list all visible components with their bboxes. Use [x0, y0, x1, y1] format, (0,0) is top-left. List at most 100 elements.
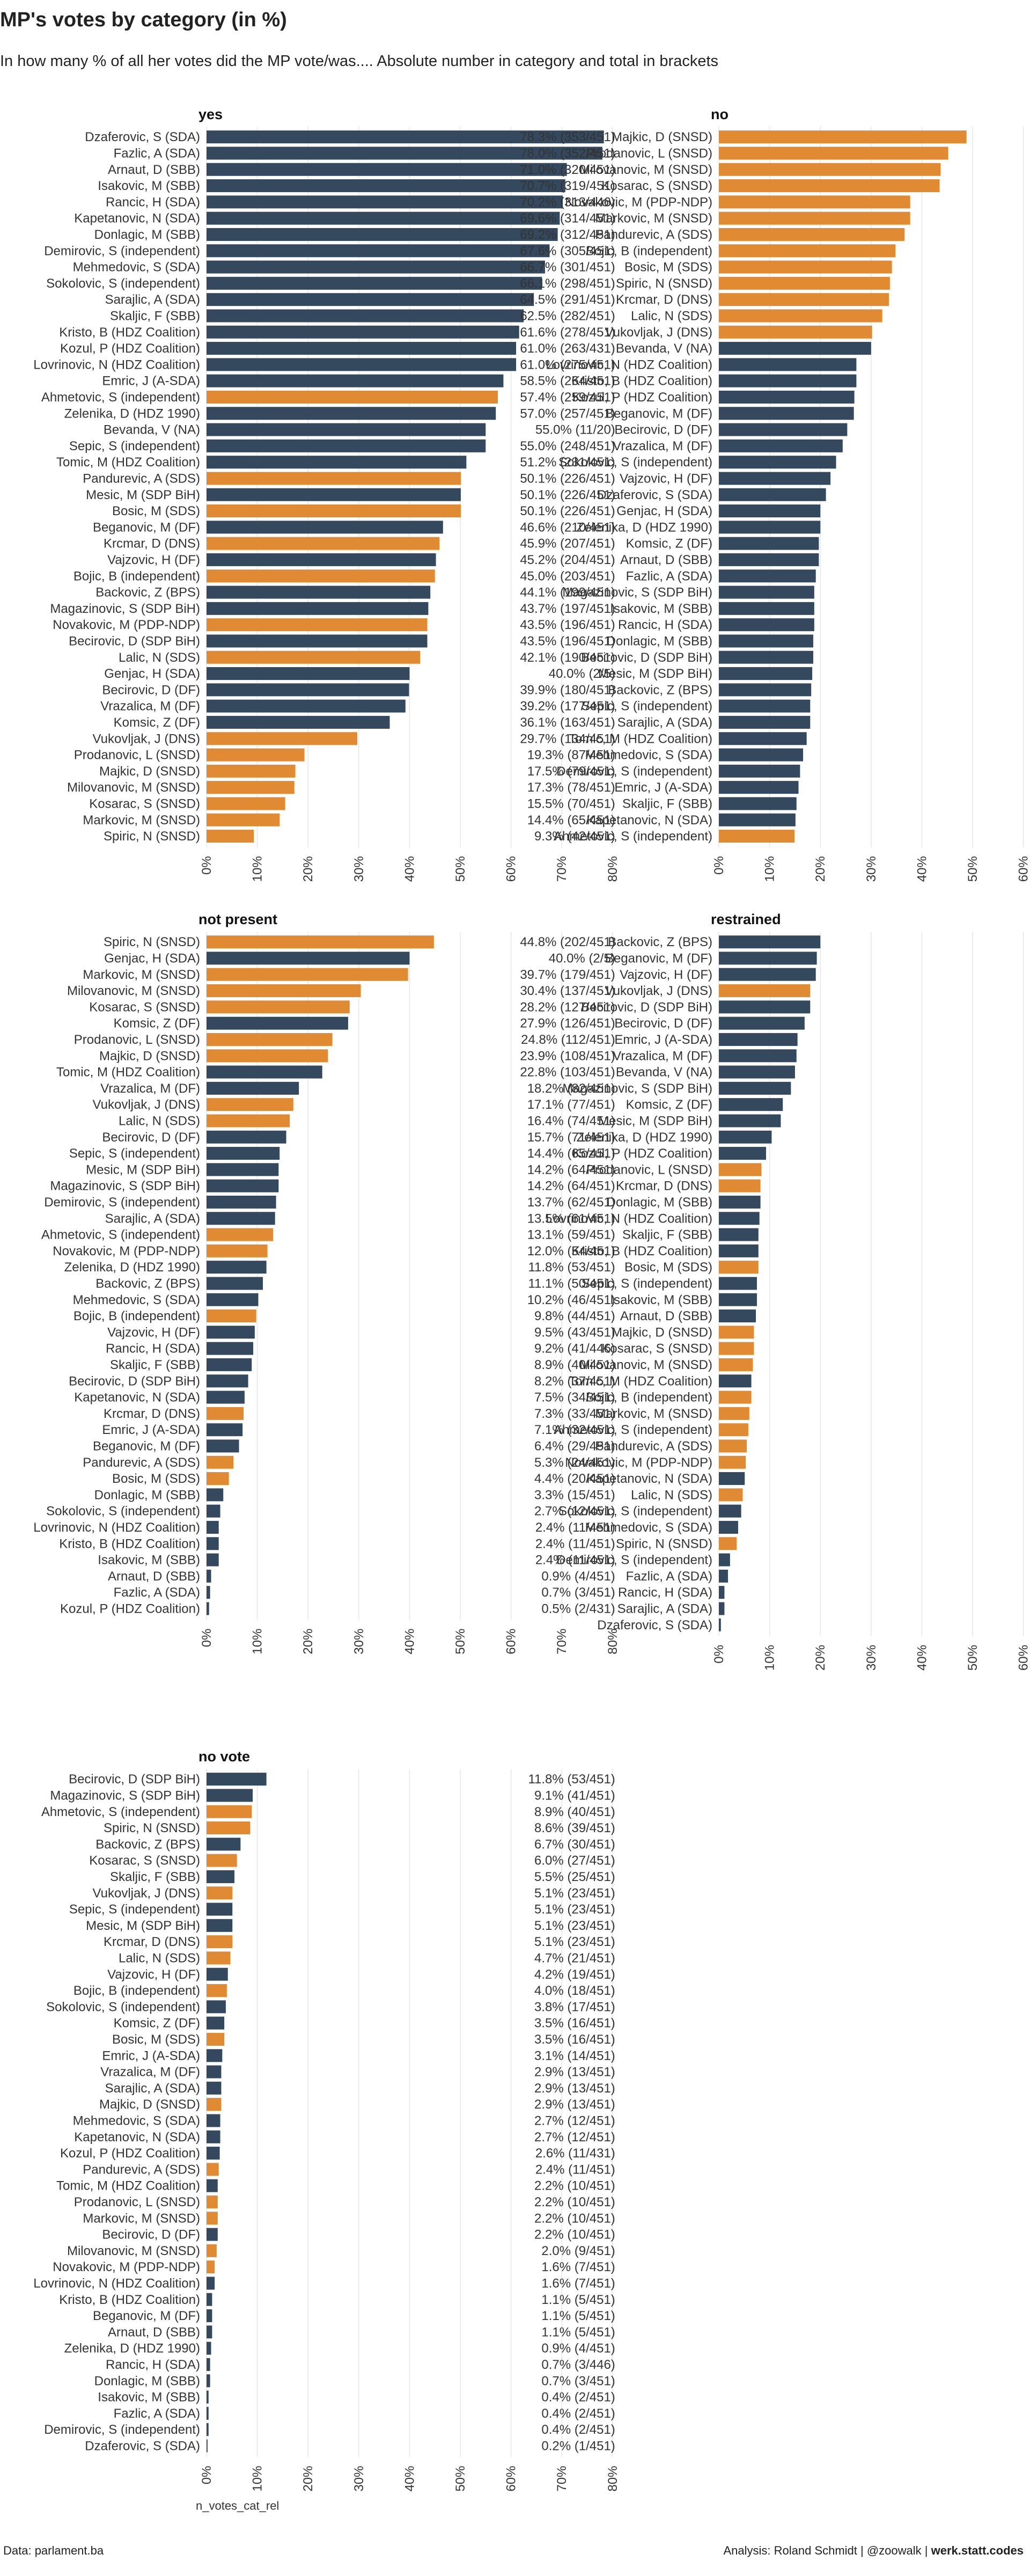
category-label: Becirovic, D (SDP BiH)	[69, 1772, 200, 1787]
category-label: Beganovic, M (DF)	[93, 2309, 200, 2323]
bar	[207, 293, 534, 306]
category-label: Skaljic, F (SBB)	[622, 1228, 712, 1242]
bar	[719, 358, 857, 371]
bar	[719, 472, 831, 485]
data-label: 5.1% (23/451)	[534, 1886, 615, 1900]
tick-label: 10%	[251, 2466, 265, 2492]
data-label: 0.2% (1/451)	[541, 2439, 615, 2453]
category-label: Vajzovic, H (DF)	[107, 553, 200, 567]
data-label: 57.4% (259/451)	[520, 390, 615, 405]
data-label: 2.2% (10/451)	[534, 2211, 615, 2226]
data-label: 8.9% (40/451)	[534, 1805, 615, 1819]
bar	[719, 1537, 737, 1550]
data-label: 61.0% (263/431)	[520, 341, 615, 356]
category-label: Dzaferovic, S (SDA)	[597, 488, 712, 502]
bar	[207, 1033, 333, 1046]
bar	[207, 2195, 218, 2208]
data-label: 9.3% (42/451)	[534, 829, 615, 844]
tick-label: 80%	[606, 856, 620, 882]
bar	[719, 1488, 743, 1502]
bar	[207, 260, 545, 274]
category-label: Mesic, M (SDP BiH)	[86, 1919, 200, 1933]
bar	[207, 797, 285, 810]
data-label: 0.7% (3/451)	[541, 1585, 615, 1600]
bar	[207, 569, 435, 583]
bar	[207, 130, 604, 144]
category-label: Sokolovic, S (independent)	[558, 1504, 712, 1519]
category-label: Magazinovic, S (SDP BiH)	[562, 1081, 712, 1096]
category-label: Demirovic, S (independent)	[44, 2423, 200, 2437]
category-label: Mehmedovic, S (SDA)	[73, 2113, 200, 2128]
data-label: 5.5% (25/451)	[534, 1870, 615, 1884]
category-label: Zelenika, D (HDZ 1990)	[64, 1260, 200, 1275]
category-label: Rancic, H (SDA)	[618, 1585, 712, 1600]
category-label: Becirovic, D (DF)	[102, 2228, 200, 2242]
bar	[207, 1504, 220, 1518]
data-label: 14.2% (64/451)	[527, 1162, 615, 1177]
data-label: 2.9% (13/451)	[534, 2065, 615, 2080]
bar	[719, 748, 804, 762]
data-label: 55.0% (248/451)	[520, 439, 615, 453]
category-label: Becirovic, D (DF)	[614, 1016, 712, 1031]
data-label: 5.3% (24/451)	[534, 1455, 615, 1470]
category-label: Bojic, B (independent)	[73, 1309, 200, 1323]
category-label: Backovic, Z (BPS)	[95, 1837, 200, 1851]
bar	[719, 650, 813, 664]
tick-label: 20%	[301, 856, 315, 882]
data-label: 13.5% (61/451)	[527, 1211, 615, 1226]
bar	[207, 1520, 219, 1534]
bar	[207, 1537, 219, 1550]
bar	[207, 1358, 252, 1371]
bar	[207, 195, 563, 209]
category-label: Sarajlic, A (SDA)	[617, 715, 712, 730]
data-label: 14.4% (65/451)	[527, 1146, 615, 1161]
data-label: 42.1% (190/451)	[520, 650, 615, 665]
category-label: Genjac, H (SDA)	[616, 504, 712, 518]
category-label: Markovic, M (SNSD)	[83, 968, 200, 982]
tick-label: 0%	[200, 2466, 214, 2485]
bar	[207, 2049, 223, 2062]
data-label: 11.8% (53/451)	[528, 1260, 615, 1275]
bar	[207, 488, 461, 501]
bar	[719, 1374, 752, 1388]
tick-label: 30%	[352, 856, 366, 882]
bar	[207, 553, 436, 566]
bar	[719, 1455, 746, 1469]
data-label: 15.7% (71/451)	[527, 1130, 615, 1145]
bar	[719, 1504, 741, 1518]
bar	[207, 390, 498, 404]
category-label: Prodanovic, L (SNSD)	[74, 2195, 200, 2209]
bar	[719, 1326, 754, 1339]
category-label: Kozul, P (HDZ Coalition)	[60, 341, 200, 356]
bar	[719, 1016, 805, 1030]
category-label: Mesic, M (SDP BiH)	[598, 667, 712, 681]
category-label: Bosic, M (SDS)	[624, 260, 712, 275]
data-label: 50.1% (226/451)	[520, 471, 615, 486]
category-label: Vrazalica, M (DF)	[613, 439, 712, 453]
bar	[207, 1902, 233, 1916]
bar	[207, 1261, 267, 1274]
data-label: 22.8% (103/451)	[520, 1065, 615, 1080]
category-label: Sarajlic, A (SDA)	[105, 292, 200, 307]
bar	[719, 1081, 791, 1095]
tick-label: 0%	[712, 1645, 726, 1664]
bar	[719, 1293, 757, 1306]
bar	[719, 1212, 760, 1225]
data-label: 23.9% (108/451)	[520, 1049, 615, 1063]
bar	[719, 1000, 811, 1014]
category-label: Kristo, B (HDZ Coalition)	[59, 1536, 200, 1551]
bar	[207, 667, 410, 680]
data-label: 17.5% (79/451)	[527, 764, 615, 779]
data-label: 0.5% (2/431)	[541, 1601, 615, 1616]
category-label: Vukovljak, J (DNS)	[93, 731, 200, 746]
category-label: Rancic, H (SDA)	[106, 2358, 200, 2372]
category-label: Magazinovic, S (SDP BiH)	[50, 1788, 200, 1803]
category-label: Ahmetovic, S (independent)	[41, 390, 200, 405]
bar	[719, 813, 796, 826]
category-label: Lalic, N (SDS)	[119, 1951, 200, 1965]
category-label: Dzaferovic, S (SDA)	[597, 1618, 712, 1633]
category-label: Sepic, S (independent)	[582, 699, 712, 714]
category-label: Pandurevic, A (SDS)	[83, 471, 200, 486]
data-label: 3.5% (16/451)	[534, 2016, 615, 2031]
tick-label: 10%	[763, 1645, 777, 1671]
